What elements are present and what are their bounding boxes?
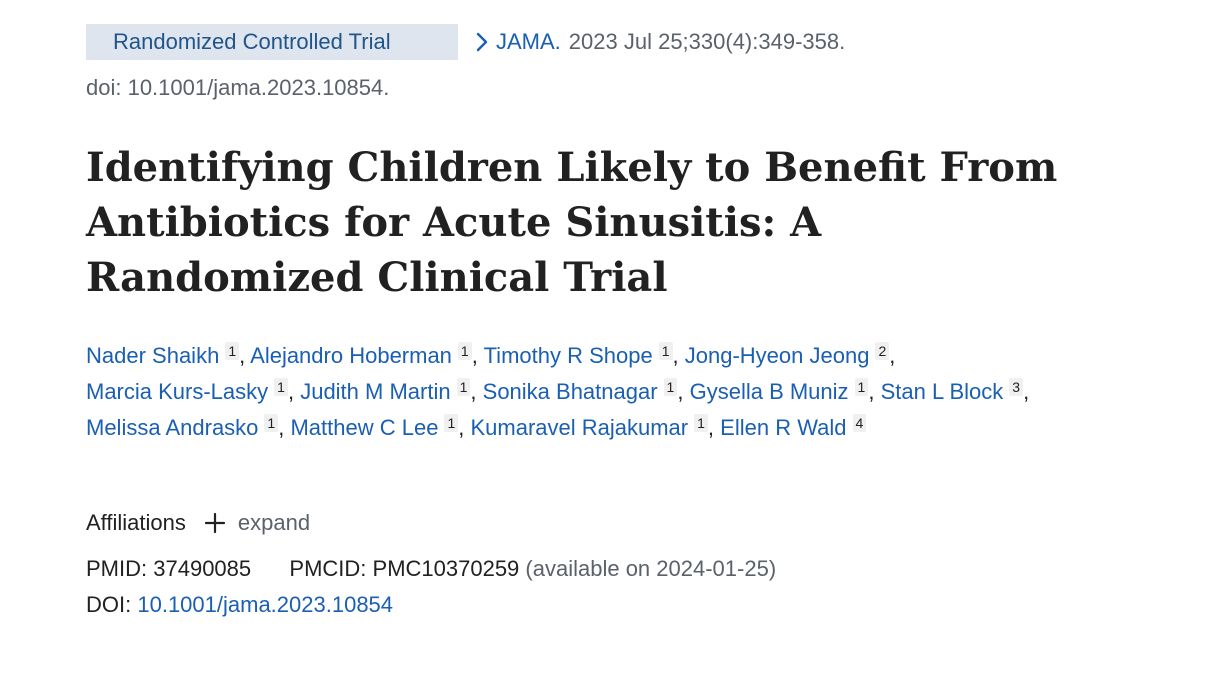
author-item: Ellen R Wald 4 (720, 414, 867, 440)
doi-link[interactable]: 10.1001/jama.2023.10854 (137, 592, 394, 617)
author-item: Judith M Martin 1, (300, 378, 477, 404)
author-separator: , (458, 415, 465, 440)
author-item: Stan L Block 3, (880, 378, 1030, 404)
author-item: Gysella B Muniz 1, (689, 378, 875, 404)
author-separator: , (287, 379, 295, 404)
affiliation-number[interactable]: 1 (658, 342, 673, 360)
chevron-right-icon[interactable] (476, 32, 488, 52)
publication-type-badge[interactable]: Randomized Controlled Trial (86, 24, 458, 60)
author-name-link[interactable]: Gysella B Muniz (689, 379, 849, 404)
author-item: Sonika Bhatnagar 1, (482, 378, 684, 404)
author-separator: , (707, 415, 715, 440)
affiliation-number[interactable]: 1 (274, 378, 288, 396)
author-name-link[interactable]: Jong-Hyeon Jeong (684, 343, 870, 368)
author-separator: , (470, 379, 477, 404)
affiliations-label: Affiliations (86, 510, 186, 535)
affiliations-expand-button[interactable]: expand (204, 510, 310, 536)
author-name-link[interactable]: Nader Shaikh (86, 343, 220, 368)
citation-header: Randomized Controlled Trial JAMA. 2023 J… (86, 24, 1192, 60)
pmcid-label: PMCID: (289, 556, 367, 581)
affiliation-number[interactable]: 1 (264, 414, 279, 432)
author-separator: , (889, 343, 896, 368)
journal-link[interactable]: JAMA. (496, 29, 561, 54)
author-separator: , (278, 415, 285, 440)
author-separator: , (677, 379, 684, 404)
affiliation-number[interactable]: 1 (854, 378, 869, 396)
identifiers-row: PMID: 37490085 PMCID: PMC10370259 (avail… (86, 556, 776, 582)
author-item: Nader Shaikh 1, (86, 342, 246, 368)
author-name-link[interactable]: Ellen R Wald (720, 415, 847, 440)
doi-row: DOI: 10.1001/jama.2023.10854 (86, 592, 393, 618)
affiliation-number[interactable]: 2 (875, 342, 890, 360)
citation-date-volume-pages: 2023 Jul 25;330(4):349-358. (568, 29, 846, 54)
author-item: Timothy R Shope 1, (483, 342, 679, 368)
pmid-label: PMID: (86, 556, 148, 581)
affiliation-number[interactable]: 4 (852, 414, 867, 432)
affiliation-number[interactable]: 1 (694, 414, 708, 432)
authors-list: Nader Shaikh 1, Alejandro Hoberman 1, Timo… (86, 338, 1076, 446)
affiliation-number[interactable]: 1 (456, 378, 471, 396)
author-name-link[interactable]: Judith M Martin (300, 379, 451, 404)
pmid-value: 37490085 (153, 556, 252, 581)
affiliation-number[interactable]: 1 (225, 342, 240, 360)
author-item: Matthew C Lee 1, (290, 414, 465, 440)
author-item: Alejandro Hoberman 1, (250, 342, 478, 368)
article-title: Identifying Children Likely to Benefit F… (86, 144, 1058, 301)
author-separator: , (239, 343, 246, 368)
author-name-link[interactable]: Matthew C Lee (290, 415, 439, 440)
expand-label: expand (237, 510, 311, 535)
pmcid-value: PMC10370259 (372, 556, 520, 581)
author-item: Kumaravel Rajakumar 1, (470, 414, 715, 440)
citation-doi: doi: 10.1001/jama.2023.10854. (86, 75, 390, 100)
affiliation-number[interactable]: 1 (663, 378, 678, 396)
author-item: Jong-Hyeon Jeong 2, (684, 342, 896, 368)
author-name-link[interactable]: Sonika Bhatnagar (482, 379, 658, 404)
affiliation-number[interactable]: 3 (1009, 378, 1024, 396)
author-name-link[interactable]: Marcia Kurs-Lasky (86, 379, 269, 404)
pmc-availability: (available on 2024-01-25) (525, 556, 777, 581)
plus-icon (204, 512, 226, 534)
author-separator: , (672, 343, 679, 368)
author-name-link[interactable]: Melissa Andrasko (86, 415, 259, 440)
affiliation-number[interactable]: 1 (444, 414, 459, 432)
author-name-link[interactable]: Kumaravel Rajakumar (470, 415, 689, 440)
author-separator: , (1023, 379, 1030, 404)
author-item: Marcia Kurs-Lasky 1, (86, 378, 295, 404)
author-name-link[interactable]: Alejandro Hoberman (250, 343, 452, 368)
author-separator: , (471, 343, 478, 368)
author-name-link[interactable]: Stan L Block (880, 379, 1004, 404)
author-separator: , (868, 379, 875, 404)
doi-label: DOI: (86, 592, 132, 617)
author-name-link[interactable]: Timothy R Shope (483, 343, 653, 368)
affiliations-row: Affiliations expand (86, 510, 310, 536)
author-item: Melissa Andrasko 1, (86, 414, 285, 440)
affiliation-number[interactable]: 1 (457, 342, 472, 360)
